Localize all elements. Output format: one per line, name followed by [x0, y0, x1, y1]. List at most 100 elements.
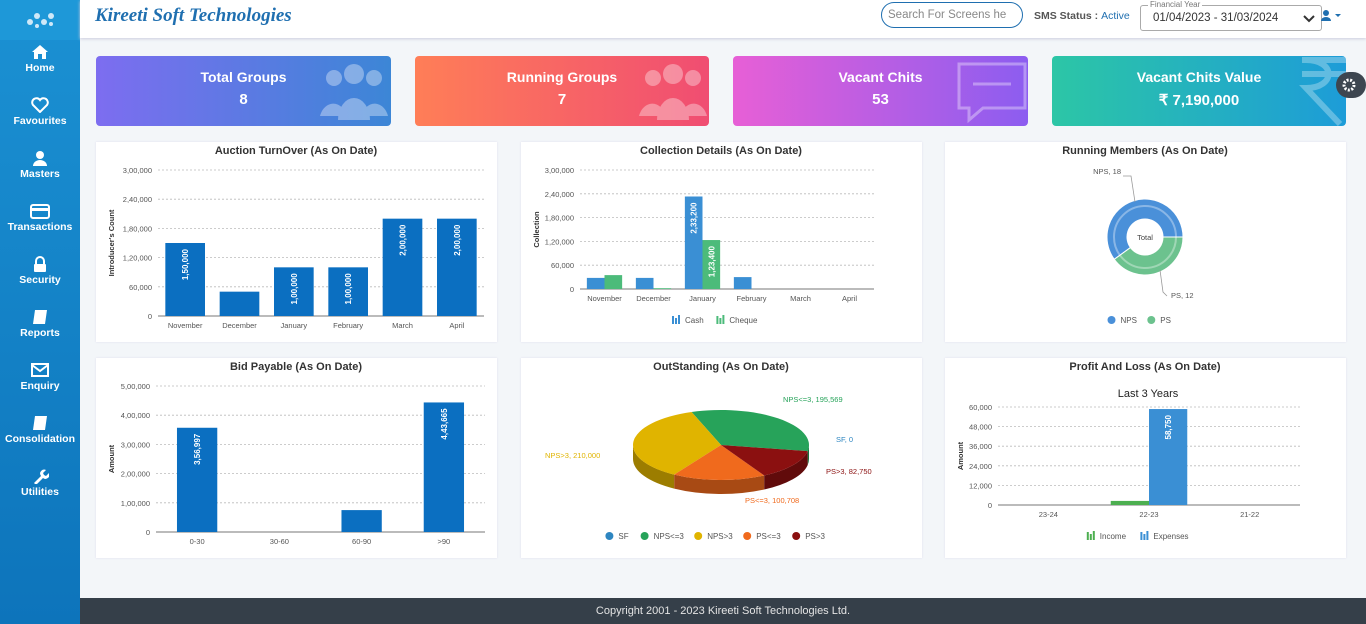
- chart-subtitle: Last 3 Years: [1118, 388, 1179, 400]
- legend-swatch: [1143, 534, 1146, 540]
- nav-consolidation[interactable]: Consolidation: [0, 415, 80, 464]
- x-tick-label: 22-23: [1139, 510, 1158, 519]
- card-title: Vacant Chits Value: [1136, 69, 1262, 85]
- x-tick-label: November: [587, 294, 622, 303]
- legend-label: Income: [1100, 532, 1127, 541]
- x-tick-label: >90: [438, 537, 451, 546]
- data-label: 1,23,400: [707, 246, 716, 278]
- chart-panel: Running Members (As On Date) NPS, 18 PS, 1…: [945, 142, 1346, 342]
- bar: [437, 218, 477, 316]
- legend-swatch: [1089, 534, 1092, 540]
- legend-swatch: [1147, 316, 1156, 324]
- y-tick-label: 0: [988, 501, 992, 510]
- leader-line: [1123, 175, 1136, 203]
- pie-slice: [721, 445, 808, 476]
- icon: [31, 363, 49, 377]
- y-tick-label: 3,00,000: [121, 440, 150, 449]
- chevron: [1303, 15, 1315, 23]
- legend-swatch: [640, 532, 649, 540]
- nav-label: Home: [25, 62, 55, 74]
- donut-slice: [1106, 198, 1184, 261]
- x-tick-label: January: [280, 321, 307, 330]
- card-icon: [639, 64, 707, 120]
- legend-swatch: [694, 532, 703, 540]
- top-bar: Kireeti Soft Technologies Search For Scr…: [80, 0, 1366, 38]
- data-label: NPS>3, 210,000: [545, 451, 600, 460]
- chart-panel: OutStanding (As On Date) SF, 0 NPS<=3, 195…: [521, 358, 922, 558]
- data-label: 1,50,000: [181, 248, 190, 280]
- y-tick-label: 2,40,000: [545, 190, 574, 199]
- legend-label: NPS>3: [707, 532, 733, 541]
- nav-label: Reports: [20, 327, 60, 339]
- legend-swatch: [792, 532, 801, 540]
- y-tick-label: 60,000: [969, 403, 992, 412]
- data-label: SF, 0: [836, 435, 853, 444]
- y-tick-label: 2,40,000: [123, 195, 152, 204]
- legend-swatch: [716, 316, 719, 324]
- chart: Collection Details (As On Date) 0 60,000 1,…: [532, 145, 874, 325]
- x-tick-label: 23-24: [1039, 510, 1058, 519]
- card-icon: [320, 64, 388, 120]
- legend-swatch: [605, 532, 614, 540]
- user-menu[interactable]: [1320, 8, 1346, 24]
- settings-button[interactable]: [1336, 72, 1366, 98]
- card-title: Total Groups: [200, 69, 287, 85]
- bar: [382, 218, 423, 316]
- y-tick-label: 1,80,000: [123, 224, 152, 233]
- nav-masters[interactable]: Masters: [0, 150, 80, 199]
- y-tick-label: 24,000: [969, 462, 992, 471]
- icon: [31, 97, 49, 113]
- chart-title: Running Members (As On Date): [1062, 145, 1228, 157]
- x-tick-label: April: [842, 294, 857, 303]
- bar: [1149, 409, 1188, 505]
- nav-label: Masters: [20, 168, 60, 180]
- pie-side: [674, 474, 765, 494]
- nav-enquiry[interactable]: Enquiry: [0, 362, 80, 411]
- data-label: PS>3, 82,750: [826, 467, 872, 476]
- bar: [702, 240, 721, 289]
- y-tick-label: 1,00,000: [121, 499, 150, 508]
- pie-side: [807, 445, 809, 466]
- x-tick-label: December: [222, 321, 257, 330]
- legend-label: PS<=3: [756, 532, 781, 541]
- sidebar: Home Favourites Masters Transactions Sec…: [0, 0, 80, 624]
- logo-icon: [27, 13, 54, 28]
- bar: [586, 277, 605, 289]
- footer: Copyright 2001 - 2023 Kireeti Soft Techn…: [80, 598, 1366, 624]
- search-box[interactable]: Search For Screens he: [881, 2, 1023, 28]
- y-axis-label: Amount: [107, 444, 116, 473]
- y-tick-label: 3,00,000: [545, 166, 574, 175]
- stat-card: Vacant Chits Value ₹ 7,190,000: [1052, 56, 1346, 126]
- nav-security[interactable]: Security: [0, 256, 80, 305]
- legend-swatch: [675, 318, 677, 324]
- y-tick-label: 1,20,000: [545, 237, 574, 246]
- nav-home[interactable]: Home: [0, 44, 80, 93]
- nav-reports[interactable]: Reports: [0, 309, 80, 358]
- card-title: Vacant Chits: [838, 69, 923, 85]
- chart: Running Members (As On Date) NPS, 18 PS, 1…: [1062, 145, 1228, 325]
- financial-year-select[interactable]: 01/04/2023 - 31/03/2024: [1140, 5, 1322, 31]
- y-tick-label: 1,20,000: [123, 254, 152, 263]
- chart: Bid Payable (As On Date) 0 1,00,000 2,00,00…: [107, 361, 485, 546]
- chart-panel: Profit And Loss (As On Date) Last 3 Years…: [945, 358, 1346, 558]
- data-label: 2,33,200: [690, 202, 699, 234]
- nav-utilities[interactable]: Utilities: [0, 468, 80, 517]
- chart-title: Collection Details (As On Date): [640, 145, 802, 157]
- data-label: 4,43,665: [440, 408, 449, 440]
- brand: Kireeti Soft Technologies: [95, 5, 292, 26]
- y-tick-label: 48,000: [969, 423, 992, 432]
- card-value: 53: [872, 91, 889, 108]
- nav-label: Security: [19, 274, 61, 286]
- icon: [33, 151, 47, 166]
- chart-panel: Collection Details (As On Date) 0 60,000 1,…: [521, 142, 922, 342]
- nav-favourites[interactable]: Favourites: [0, 97, 80, 146]
- nav-transactions[interactable]: Transactions: [0, 203, 80, 252]
- donut-slice: [1113, 236, 1184, 276]
- logo[interactable]: [0, 0, 80, 40]
- y-tick-label: 60,000: [551, 261, 574, 270]
- bar: [176, 427, 218, 532]
- legend-label: SF: [618, 532, 628, 541]
- x-tick-label: April: [449, 321, 464, 330]
- bar: [684, 196, 703, 289]
